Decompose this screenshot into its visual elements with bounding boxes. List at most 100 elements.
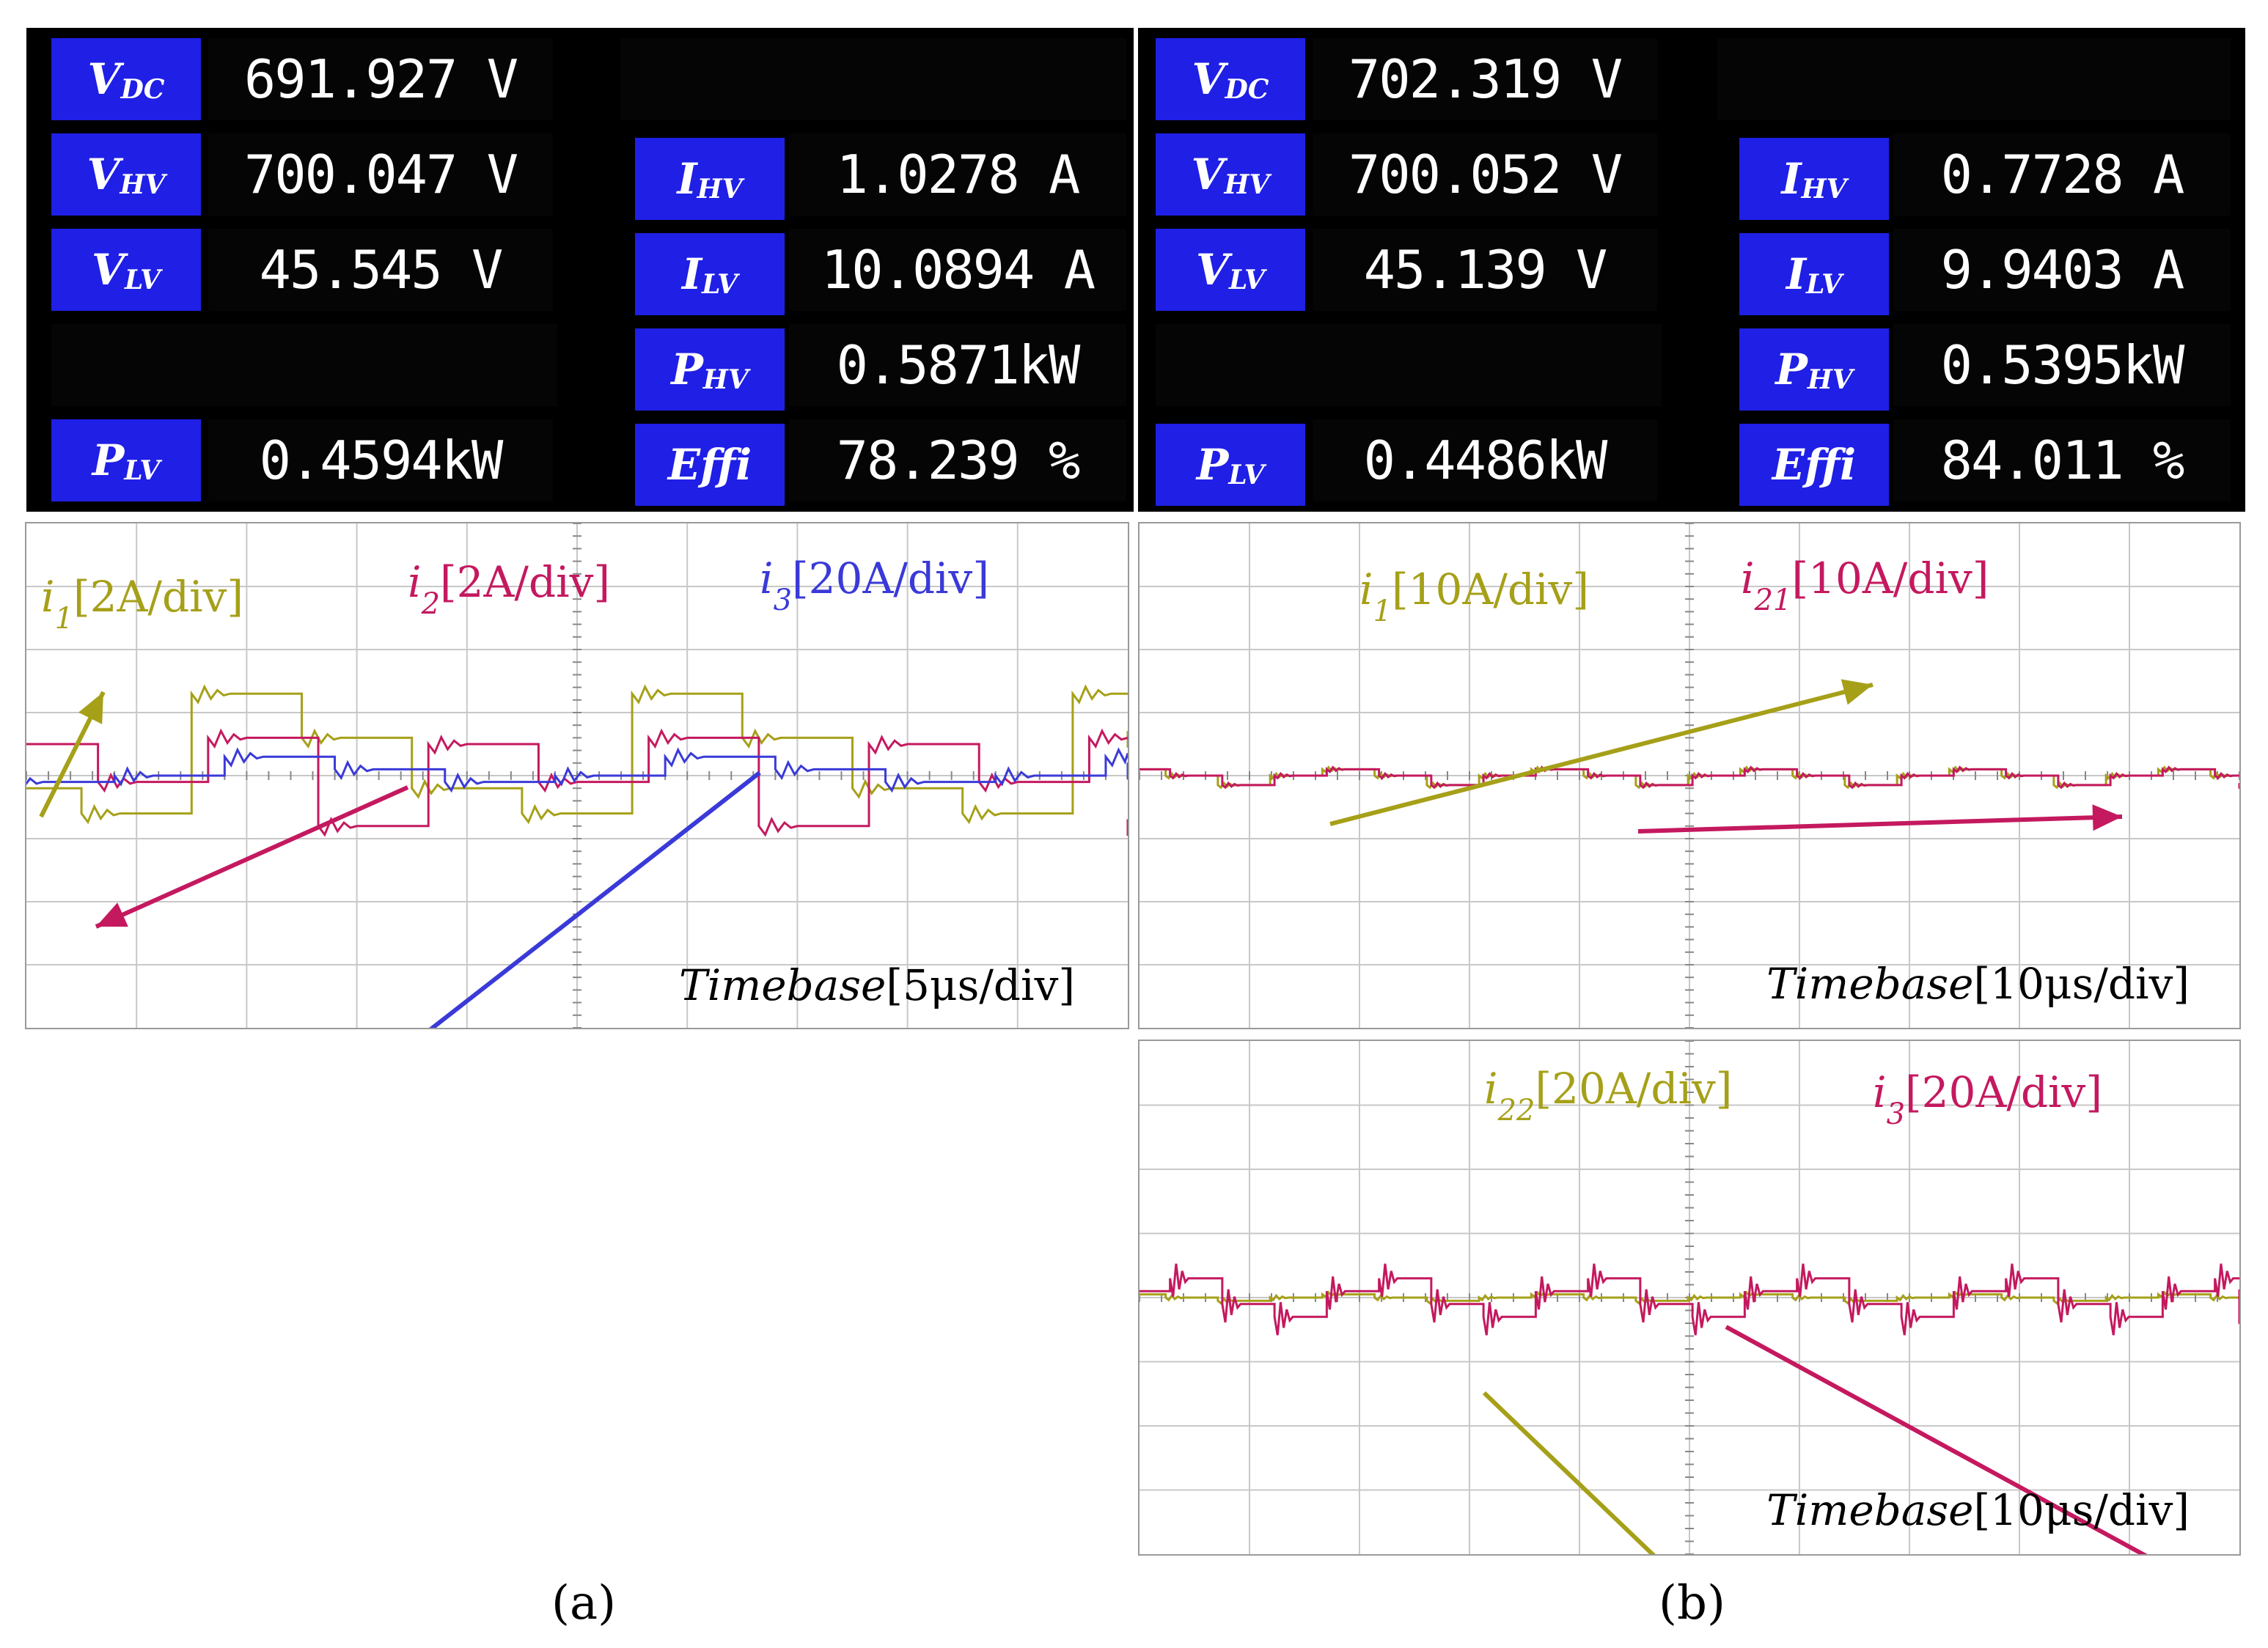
caption-b: (b) [1659,1576,1725,1630]
value-plv-a: 0.4594kW [208,419,553,501]
label-ilv-a-sym: I [681,249,702,299]
series-label: i3[20A/div] [1873,1067,2102,1131]
value-effi-b: 84.011 % [1893,419,2231,501]
series-line [1139,1290,2239,1305]
timebase-label: Timebase[10μs/div] [1766,959,2190,1009]
label-ihv-a-sym: I [677,154,697,204]
label-vdc-b-sub: DC [1225,74,1269,105]
value-phv-b: 0.5395kW [1893,324,2231,406]
label-plv-a-sym: P [92,435,125,485]
label-phv-b-sym: P [1775,345,1808,394]
label-effi-a: Effi [635,424,785,506]
scope-panel-a: i1[2A/div] i2[2A/div] i3[20A/div] Timebase[… [25,522,1129,1029]
series-arrow [1637,814,2123,834]
label-vdc-b: V DC [1156,38,1305,120]
label-phv-b: P HV [1739,328,1889,411]
label-phv-a-sym: P [671,345,703,394]
power-meter-b: V DC 702.319 V V HV 700.052 V V LV 45.139 V… [1138,28,2245,512]
label-vhv-a: V HV [51,133,201,216]
label-ilv-a: I LV [635,233,785,315]
label-vhv-a-sym: V [87,150,120,199]
label-vdc-a-sym: V [87,54,121,104]
label-phv-b-sub: HV [1807,364,1853,395]
value-vhv-a: 700.047 V [208,133,553,216]
series-label: i1[10A/div] [1359,564,1589,628]
label-vhv-b: V HV [1156,133,1305,216]
value-vlv-b: 45.139 V [1313,229,1657,311]
caption-a: (a) [551,1576,617,1630]
blank-cell-a-right [620,38,1126,120]
label-vdc-b-sym: V [1192,54,1225,104]
value-ilv-b: 9.9403 A [1893,229,2231,311]
series-line [26,684,1128,825]
label-ilv-b-sym: I [1786,249,1807,299]
value-ilv-a: 10.0894 A [789,229,1126,311]
timebase-label: Timebase[10μs/div] [1766,1485,2190,1535]
label-ihv-a-sub: HV [697,174,743,205]
series-label: i21[10A/div] [1741,553,1989,617]
label-vlv-b: V LV [1156,229,1305,311]
label-vlv-a-sub: LV [125,265,161,295]
scope-panel-b-bottom: i22[20A/div] i3[20A/div] Timebase[10μs/div… [1138,1040,2241,1556]
label-vlv-a: V LV [51,229,201,311]
scope-panel-b-top: i1[10A/div] i21[10A/div] Timebase[10μs/div… [1138,522,2241,1029]
label-vlv-b-sub: LV [1229,265,1265,295]
series-arrow [1329,683,1874,826]
label-plv-a-sub: LV [124,455,161,486]
label-vhv-a-sub: HV [120,169,166,200]
label-ihv-b-sym: I [1781,154,1802,204]
blank-cell-b-left [1156,324,1662,406]
blank-cell-a-left [51,324,557,406]
value-vhv-b: 700.052 V [1313,133,1657,216]
series-arrow [1725,1325,2148,1554]
label-vdc-a-sub: DC [120,74,165,105]
timebase-label: Timebase[5μs/div] [679,960,1075,1010]
power-meter-a: V DC 691.927 V V HV 700.047 V V LV 45.545 V… [26,28,1134,512]
series-arrow-head [78,692,103,724]
value-phv-a: 0.5871kW [789,324,1126,406]
series-label: i22[20A/div] [1484,1064,1732,1128]
series-label: i1[2A/div] [41,572,243,636]
grid [1139,523,2239,1028]
label-vlv-a-sym: V [92,245,125,295]
series-arrow [1482,1391,1656,1554]
label-ihv-b: I HV [1739,138,1889,220]
label-ilv-a-sub: LV [702,269,738,300]
value-effi-a: 78.239 % [789,419,1126,501]
value-ihv-a: 1.0278 A [789,133,1126,216]
label-plv-b: P LV [1156,424,1305,506]
value-vlv-a: 45.545 V [208,229,553,311]
series-arrow [429,770,761,1028]
series-arrow-head [1841,679,1873,705]
label-ihv-b-sub: HV [1801,174,1847,205]
label-plv-a: P LV [51,419,201,501]
label-vhv-b-sub: HV [1224,169,1270,200]
label-ihv-a: I HV [635,138,785,220]
series-line [1139,765,2239,790]
label-ilv-b: I LV [1739,233,1889,315]
label-vhv-b-sym: V [1191,150,1225,199]
value-vdc-a: 691.927 V [208,38,553,120]
series-arrow-head [2092,804,2122,831]
series-arrow [95,785,409,929]
label-plv-b-sym: P [1196,440,1229,490]
series-line [26,747,1128,793]
label-effi-b: Effi [1739,424,1889,506]
label-effi-b-text: Effi [1772,440,1857,490]
value-ihv-b: 0.7728 A [1893,133,2231,216]
series-line [1139,1263,2239,1336]
label-effi-a-text: Effi [667,440,752,490]
series-label: i2[2A/div] [408,557,610,621]
series-line [26,728,1128,837]
label-ilv-b-sub: LV [1806,269,1843,300]
value-vdc-b: 702.319 V [1313,38,1657,120]
label-phv-a-sub: HV [702,364,749,395]
series-label: i3[20A/div] [760,553,989,617]
label-phv-a: P HV [635,328,785,411]
value-plv-b: 0.4486kW [1313,419,1657,501]
label-vdc-a: V DC [51,38,201,120]
label-plv-b-sub: LV [1228,460,1265,490]
label-vlv-b-sym: V [1196,245,1230,295]
blank-cell-b-right [1717,38,2231,120]
series-arrow-head [96,902,128,927]
